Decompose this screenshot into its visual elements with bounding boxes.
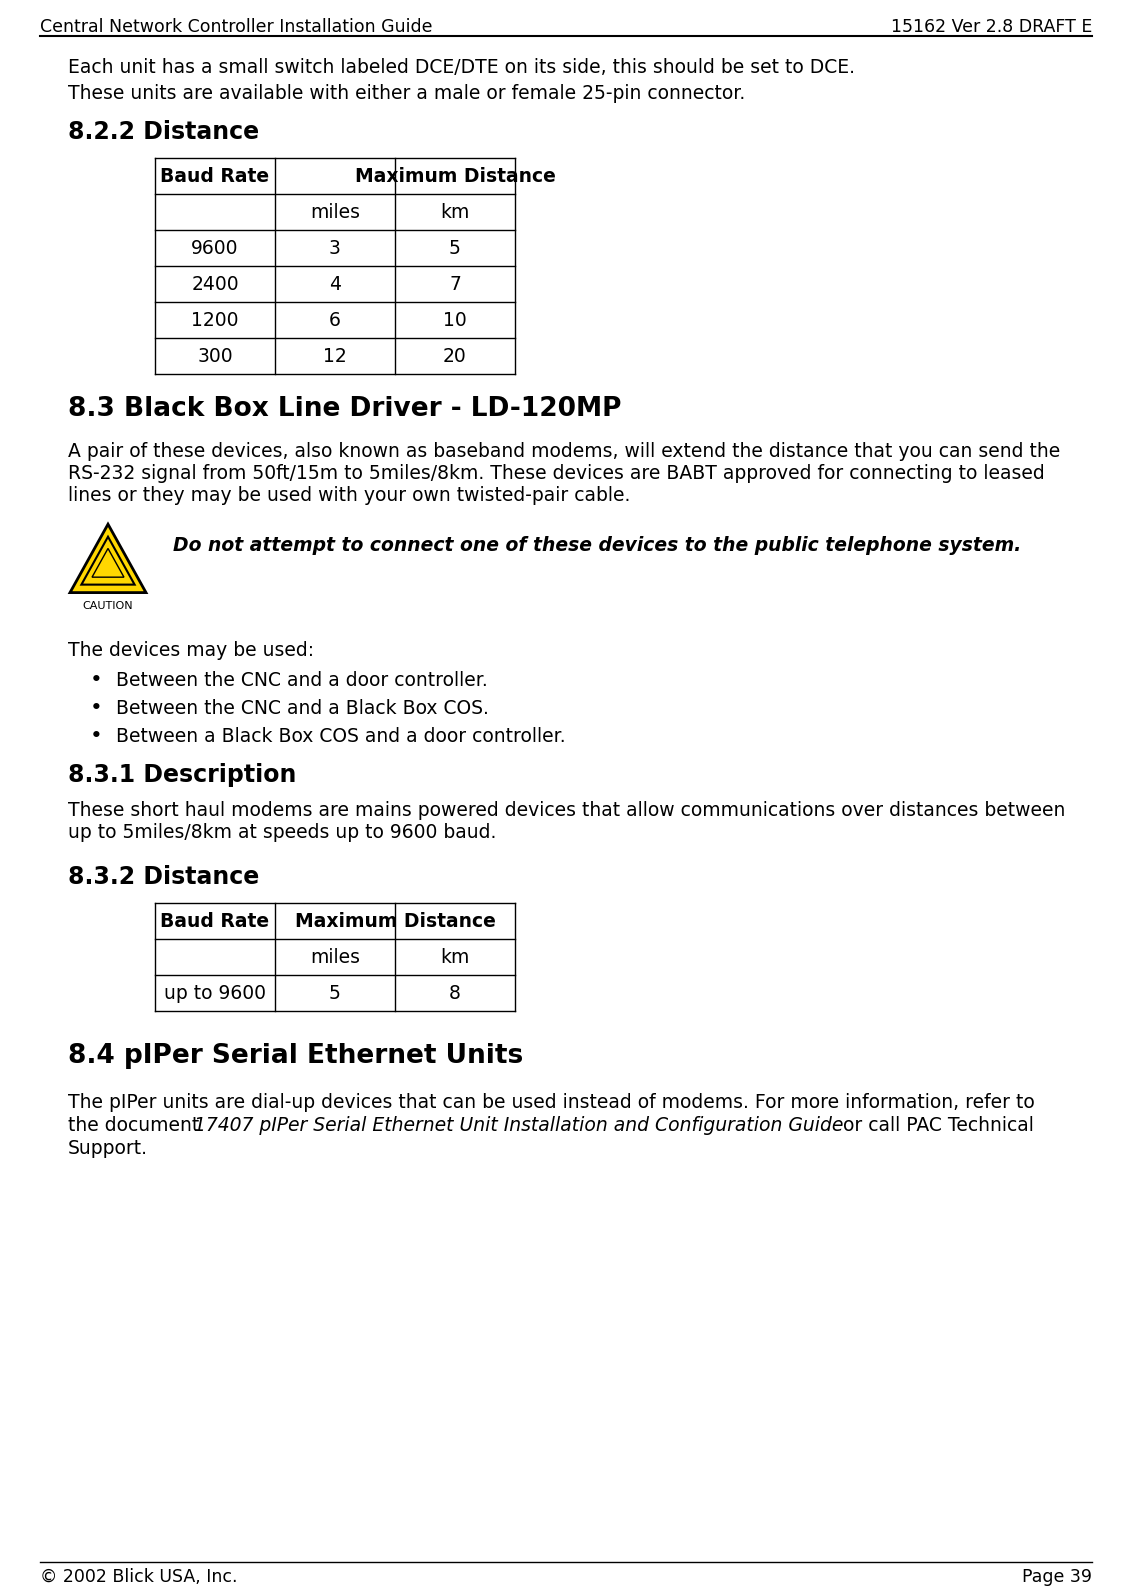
Polygon shape [82,537,135,585]
Text: Between the CNC and a door controller.: Between the CNC and a door controller. [115,671,488,690]
Text: 8.3 Black Box Line Driver - LD-120MP: 8.3 Black Box Line Driver - LD-120MP [68,395,621,422]
Text: © 2002 Blick USA, Inc.: © 2002 Blick USA, Inc. [40,1568,238,1586]
Text: The devices may be used:: The devices may be used: [68,641,314,660]
Text: Baud Rate: Baud Rate [161,166,269,185]
Text: These units are available with either a male or female 25-pin connector.: These units are available with either a … [68,84,745,104]
Text: 8.3.1 Description: 8.3.1 Description [68,764,297,787]
Text: 8: 8 [449,983,461,1003]
Text: Each unit has a small switch labeled DCE/DTE on its side, this should be set to : Each unit has a small switch labeled DCE… [68,57,855,77]
Text: Baud Rate: Baud Rate [161,912,269,931]
Text: The pIPer units are dial-up devices that can be used instead of modems. For more: The pIPer units are dial-up devices that… [68,1093,1035,1113]
Text: 8.4 pIPer Serial Ethernet Units: 8.4 pIPer Serial Ethernet Units [68,1042,523,1070]
Text: Maximum Distance: Maximum Distance [294,912,496,931]
Text: 8.2.2 Distance: 8.2.2 Distance [68,120,259,143]
Polygon shape [70,524,146,593]
Text: 6: 6 [329,311,341,330]
Text: 5: 5 [329,983,341,1003]
Text: 3: 3 [329,239,341,258]
Text: A pair of these devices, also known as baseband modems, will extend the distance: A pair of these devices, also known as b… [68,442,1061,461]
Text: 2400: 2400 [191,274,239,293]
Text: •: • [89,725,102,746]
Text: 8.3.2 Distance: 8.3.2 Distance [68,866,259,889]
Text: 9600: 9600 [191,239,239,258]
Text: Support.: Support. [68,1140,148,1157]
Polygon shape [92,548,125,577]
Text: lines or they may be used with your own twisted-pair cable.: lines or they may be used with your own … [68,486,631,505]
Text: 4: 4 [329,274,341,293]
Text: miles: miles [310,202,360,222]
Text: 20: 20 [443,346,466,365]
Text: up to 9600: up to 9600 [164,983,266,1003]
Text: •: • [89,698,102,717]
Text: Maximum Distance: Maximum Distance [354,166,556,185]
Text: Page 39: Page 39 [1022,1568,1092,1586]
Text: miles: miles [310,947,360,966]
Text: CAUTION: CAUTION [83,601,134,611]
Text: 15162 Ver 2.8 DRAFT E: 15162 Ver 2.8 DRAFT E [891,18,1092,37]
Text: These short haul modems are mains powered devices that allow communications over: These short haul modems are mains powere… [68,802,1065,819]
Text: 7: 7 [449,274,461,293]
Text: 17407 pIPer Serial Ethernet Unit Installation and Configuration Guide: 17407 pIPer Serial Ethernet Unit Install… [195,1116,843,1135]
Text: up to 5miles/8km at speeds up to 9600 baud.: up to 5miles/8km at speeds up to 9600 ba… [68,823,496,842]
Text: RS-232 signal from 50ft/15m to 5miles/8km. These devices are BABT approved for c: RS-232 signal from 50ft/15m to 5miles/8k… [68,464,1045,483]
Text: 5: 5 [449,239,461,258]
Text: Central Network Controller Installation Guide: Central Network Controller Installation … [40,18,432,37]
Text: 12: 12 [323,346,346,365]
Text: Do not attempt to connect one of these devices to the public telephone system.: Do not attempt to connect one of these d… [173,536,1021,555]
Text: •: • [89,669,102,690]
Text: 1200: 1200 [191,311,239,330]
Text: or call PAC Technical: or call PAC Technical [837,1116,1034,1135]
Text: 10: 10 [443,311,466,330]
Text: 300: 300 [197,346,233,365]
Text: km: km [440,947,470,966]
Text: Between the CNC and a Black Box COS.: Between the CNC and a Black Box COS. [115,700,489,717]
Text: km: km [440,202,470,222]
Text: the document: the document [68,1116,205,1135]
Text: Between a Black Box COS and a door controller.: Between a Black Box COS and a door contr… [115,727,566,746]
